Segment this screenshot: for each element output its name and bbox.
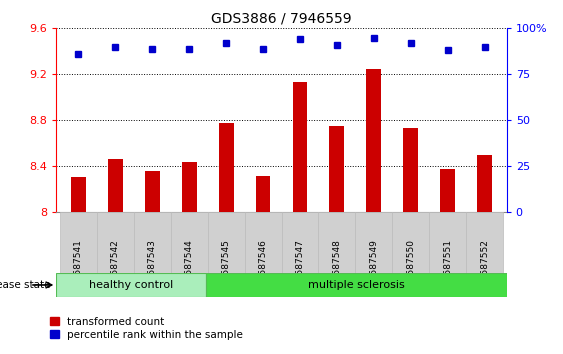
- Text: healthy control: healthy control: [90, 280, 173, 290]
- Bar: [367, 69, 381, 212]
- Bar: [477, 155, 492, 212]
- Text: GSM587546: GSM587546: [258, 239, 267, 295]
- Bar: [403, 129, 418, 212]
- Bar: [392, 212, 429, 273]
- Text: multiple sclerosis: multiple sclerosis: [308, 280, 405, 290]
- Bar: [466, 212, 503, 273]
- Text: GSM587542: GSM587542: [111, 239, 120, 294]
- Text: GSM587552: GSM587552: [480, 239, 489, 295]
- Bar: [97, 212, 134, 273]
- Bar: [71, 177, 86, 212]
- Legend: transformed count, percentile rank within the sample: transformed count, percentile rank withi…: [50, 317, 243, 340]
- Text: GSM587544: GSM587544: [185, 239, 194, 294]
- Bar: [208, 212, 244, 273]
- Bar: [293, 82, 307, 212]
- Bar: [60, 212, 97, 273]
- Text: GSM587549: GSM587549: [369, 239, 378, 295]
- Title: GDS3886 / 7946559: GDS3886 / 7946559: [211, 12, 352, 26]
- Text: GSM587545: GSM587545: [222, 239, 231, 295]
- Bar: [244, 212, 282, 273]
- Text: GSM587541: GSM587541: [74, 239, 83, 295]
- Bar: [182, 162, 196, 212]
- Bar: [355, 212, 392, 273]
- Bar: [429, 212, 466, 273]
- Bar: [171, 212, 208, 273]
- Bar: [219, 123, 234, 212]
- Bar: [440, 169, 455, 212]
- Bar: [256, 176, 270, 212]
- Bar: [145, 171, 160, 212]
- Bar: [56, 273, 207, 297]
- Text: GSM587547: GSM587547: [296, 239, 305, 295]
- Text: GSM587550: GSM587550: [406, 239, 415, 295]
- Bar: [329, 126, 344, 212]
- Text: disease state: disease state: [0, 280, 51, 290]
- Bar: [282, 212, 319, 273]
- Bar: [207, 273, 507, 297]
- Text: GSM587548: GSM587548: [332, 239, 341, 295]
- Text: GSM587551: GSM587551: [443, 239, 452, 295]
- Bar: [319, 212, 355, 273]
- Bar: [134, 212, 171, 273]
- Bar: [108, 159, 123, 212]
- Text: GSM587543: GSM587543: [148, 239, 157, 295]
